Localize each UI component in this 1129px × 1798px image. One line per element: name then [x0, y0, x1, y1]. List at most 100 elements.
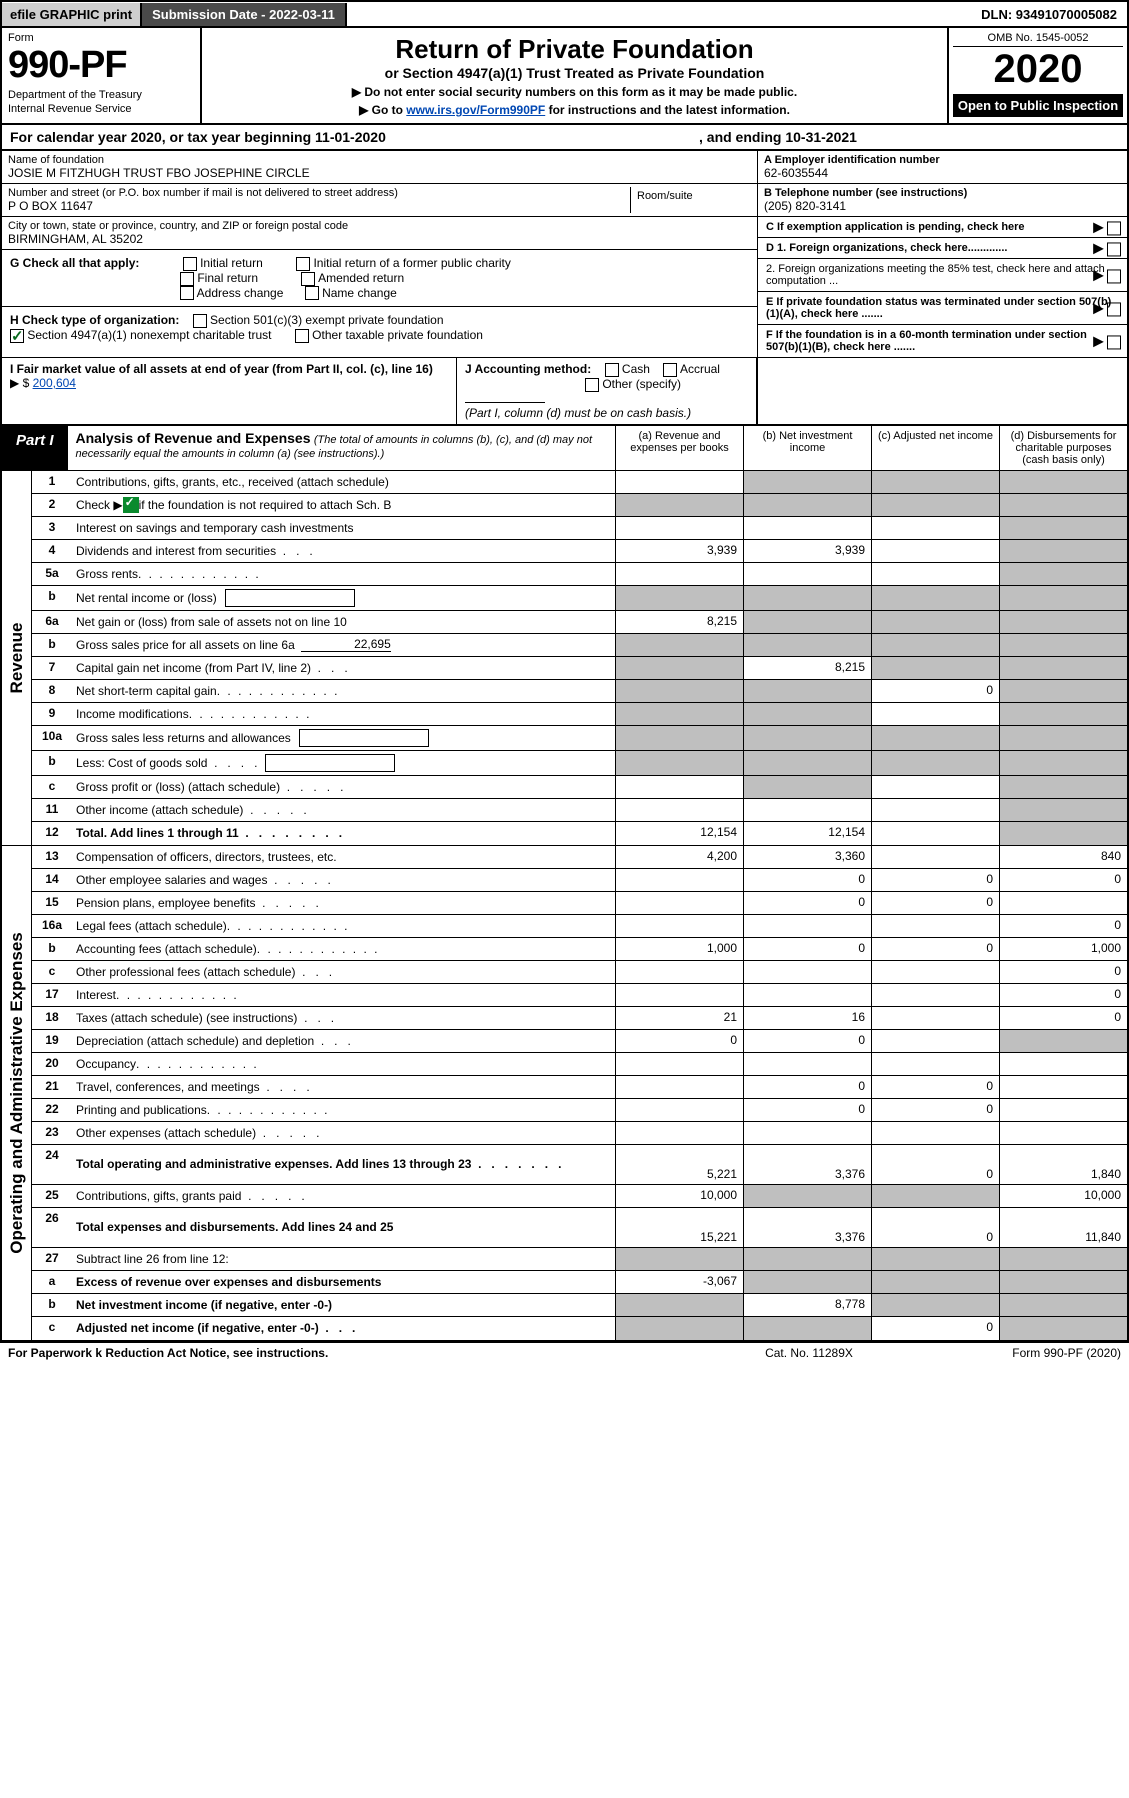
cell-a: 1,000 [615, 938, 743, 960]
cell-b: 0 [743, 1099, 871, 1121]
checkbox-name-change[interactable] [305, 286, 319, 300]
row-desc: Adjusted net income (if negative, enter … [72, 1317, 615, 1340]
opt-cash: Cash [622, 362, 650, 376]
r21-text: Travel, conferences, and meetings [76, 1080, 260, 1094]
g-label: G Check all that apply: [10, 256, 139, 270]
row-13: 13 Compensation of officers, directors, … [32, 846, 1127, 869]
arrow-icon: ▶ [1093, 299, 1104, 315]
checkbox-c[interactable] [1107, 222, 1121, 236]
row-num: b [32, 634, 72, 656]
row-desc: Pension plans, employee benefits . . . .… [72, 892, 615, 914]
row-num: 25 [32, 1185, 72, 1207]
row-num: 16a [32, 915, 72, 937]
row-desc: Less: Cost of goods sold . . . . [72, 751, 615, 775]
row-1: 1 Contributions, gifts, grants, etc., re… [32, 471, 1127, 494]
cell-c [871, 915, 999, 937]
r7-text: Capital gain net income (from Part IV, l… [76, 661, 311, 675]
opt-accrual: Accrual [680, 362, 720, 376]
row-num: 23 [32, 1122, 72, 1144]
row-desc: Printing and publications [72, 1099, 615, 1121]
expenses-rows: 13 Compensation of officers, directors, … [32, 846, 1127, 1340]
cell-b: 0 [743, 938, 871, 960]
cell-a: 5,221 [615, 1145, 743, 1184]
checkbox-initial-return[interactable] [183, 257, 197, 271]
checkbox-other[interactable] [585, 378, 599, 392]
cal-year-begin: For calendar year 2020, or tax year begi… [10, 129, 699, 145]
cell-c [871, 776, 999, 798]
cell-c [871, 494, 999, 516]
arrow-icon: ▶ [1093, 332, 1104, 348]
row-7: 7 Capital gain net income (from Part IV,… [32, 657, 1127, 680]
row-num: 5a [32, 563, 72, 585]
row-22: 22 Printing and publications 0 0 [32, 1099, 1127, 1122]
cell-c: 0 [871, 680, 999, 702]
checkbox-accrual[interactable] [663, 363, 677, 377]
row-desc: Excess of revenue over expenses and disb… [72, 1271, 615, 1293]
cell-d: 0 [999, 984, 1127, 1006]
row-num: 10a [32, 726, 72, 750]
cell-c [871, 799, 999, 821]
cell-b [743, 1053, 871, 1075]
cell-b [743, 961, 871, 983]
row-num: 1 [32, 471, 72, 493]
row-16a: 16a Legal fees (attach schedule) 0 [32, 915, 1127, 938]
checkbox-4947a1[interactable] [10, 329, 24, 343]
checkbox-d2[interactable] [1107, 270, 1121, 284]
r10a-text: Gross sales less returns and allowances [76, 731, 291, 745]
cell-c [871, 1294, 999, 1316]
row-num: 13 [32, 846, 72, 868]
cell-a: 0 [615, 1030, 743, 1052]
checkbox-initial-former[interactable] [296, 257, 310, 271]
cell-c [871, 586, 999, 610]
checkbox-final-return[interactable] [180, 272, 194, 286]
col-a-header: (a) Revenue and expenses per books [615, 426, 743, 470]
cell-b [743, 611, 871, 633]
cell-d [999, 703, 1127, 725]
checkbox-501c3[interactable] [193, 314, 207, 328]
checkbox-other-taxable[interactable] [295, 329, 309, 343]
cell-b [743, 776, 871, 798]
r12-text: Total. Add lines 1 through 11 [76, 826, 239, 840]
cell-a [615, 563, 743, 585]
efile-print-button[interactable]: efile GRAPHIC print [2, 3, 142, 26]
form-word: Form [8, 32, 194, 44]
checkbox-f[interactable] [1107, 336, 1121, 350]
row-18: 18 Taxes (attach schedule) (see instruct… [32, 1007, 1127, 1030]
checkbox-amended[interactable] [301, 272, 315, 286]
cell-c [871, 1185, 999, 1207]
row-3: 3 Interest on savings and temporary cash… [32, 517, 1127, 540]
gross-sales-input[interactable] [301, 637, 391, 652]
irs-link[interactable]: www.irs.gov/Form990PF [406, 103, 545, 117]
checkbox-e[interactable] [1107, 303, 1121, 317]
row-desc: Interest [72, 984, 615, 1006]
checkbox-d1[interactable] [1107, 243, 1121, 257]
ij-right-spacer [757, 358, 1127, 424]
cell-a [615, 751, 743, 775]
cell-c: 0 [871, 1317, 999, 1340]
cell-d [999, 1294, 1127, 1316]
checkbox-cash[interactable] [605, 363, 619, 377]
row-12: 12 Total. Add lines 1 through 11 . . . .… [32, 822, 1127, 845]
r16c-text: Other professional fees (attach schedule… [76, 965, 295, 979]
cell-c [871, 471, 999, 493]
cell-a [615, 517, 743, 539]
checkbox-addr-change[interactable] [180, 286, 194, 300]
cell-a: 12,154 [615, 822, 743, 845]
cell-a [615, 471, 743, 493]
cell-d [999, 799, 1127, 821]
cell-c [871, 1007, 999, 1029]
cell-d [999, 1099, 1127, 1121]
f-row: F If the foundation is in a 60-month ter… [758, 325, 1127, 357]
r24-text: Total operating and administrative expen… [76, 1157, 471, 1171]
cell-d [999, 1053, 1127, 1075]
cell-c [871, 726, 999, 750]
row-16b: b Accounting fees (attach schedule) 1,00… [32, 938, 1127, 961]
row-num: b [32, 586, 72, 610]
row-10c: c Gross profit or (loss) (attach schedul… [32, 776, 1127, 799]
cell-a [615, 726, 743, 750]
cell-b [743, 1122, 871, 1144]
cell-a [615, 892, 743, 914]
row-20: 20 Occupancy [32, 1053, 1127, 1076]
row-desc: Net rental income or (loss) [72, 586, 615, 610]
cell-b [743, 563, 871, 585]
